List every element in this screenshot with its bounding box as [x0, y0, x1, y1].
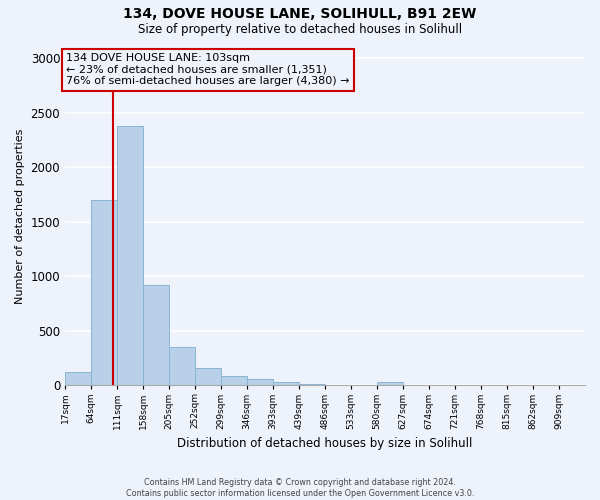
- Bar: [559, 385, 585, 386]
- Text: Size of property relative to detached houses in Solihull: Size of property relative to detached ho…: [138, 22, 462, 36]
- Bar: [377, 382, 403, 386]
- Bar: [273, 382, 299, 386]
- Bar: [403, 385, 429, 386]
- Bar: [195, 368, 221, 386]
- Bar: [221, 376, 247, 386]
- Bar: [169, 347, 195, 386]
- Text: 134, DOVE HOUSE LANE, SOLIHULL, B91 2EW: 134, DOVE HOUSE LANE, SOLIHULL, B91 2EW: [124, 8, 476, 22]
- Text: 134 DOVE HOUSE LANE: 103sqm
← 23% of detached houses are smaller (1,351)
76% of : 134 DOVE HOUSE LANE: 103sqm ← 23% of det…: [66, 53, 350, 86]
- Text: Contains HM Land Registry data © Crown copyright and database right 2024.
Contai: Contains HM Land Registry data © Crown c…: [126, 478, 474, 498]
- Bar: [351, 385, 377, 386]
- X-axis label: Distribution of detached houses by size in Solihull: Distribution of detached houses by size …: [178, 437, 473, 450]
- Bar: [65, 372, 91, 386]
- Bar: [247, 380, 273, 386]
- Bar: [299, 384, 325, 386]
- Bar: [429, 385, 455, 386]
- Bar: [533, 385, 559, 386]
- Bar: [91, 200, 117, 386]
- Bar: [117, 126, 143, 386]
- Bar: [507, 385, 533, 386]
- Bar: [143, 285, 169, 386]
- Bar: [455, 385, 481, 386]
- Bar: [325, 385, 351, 386]
- Y-axis label: Number of detached properties: Number of detached properties: [15, 128, 25, 304]
- Bar: [481, 385, 507, 386]
